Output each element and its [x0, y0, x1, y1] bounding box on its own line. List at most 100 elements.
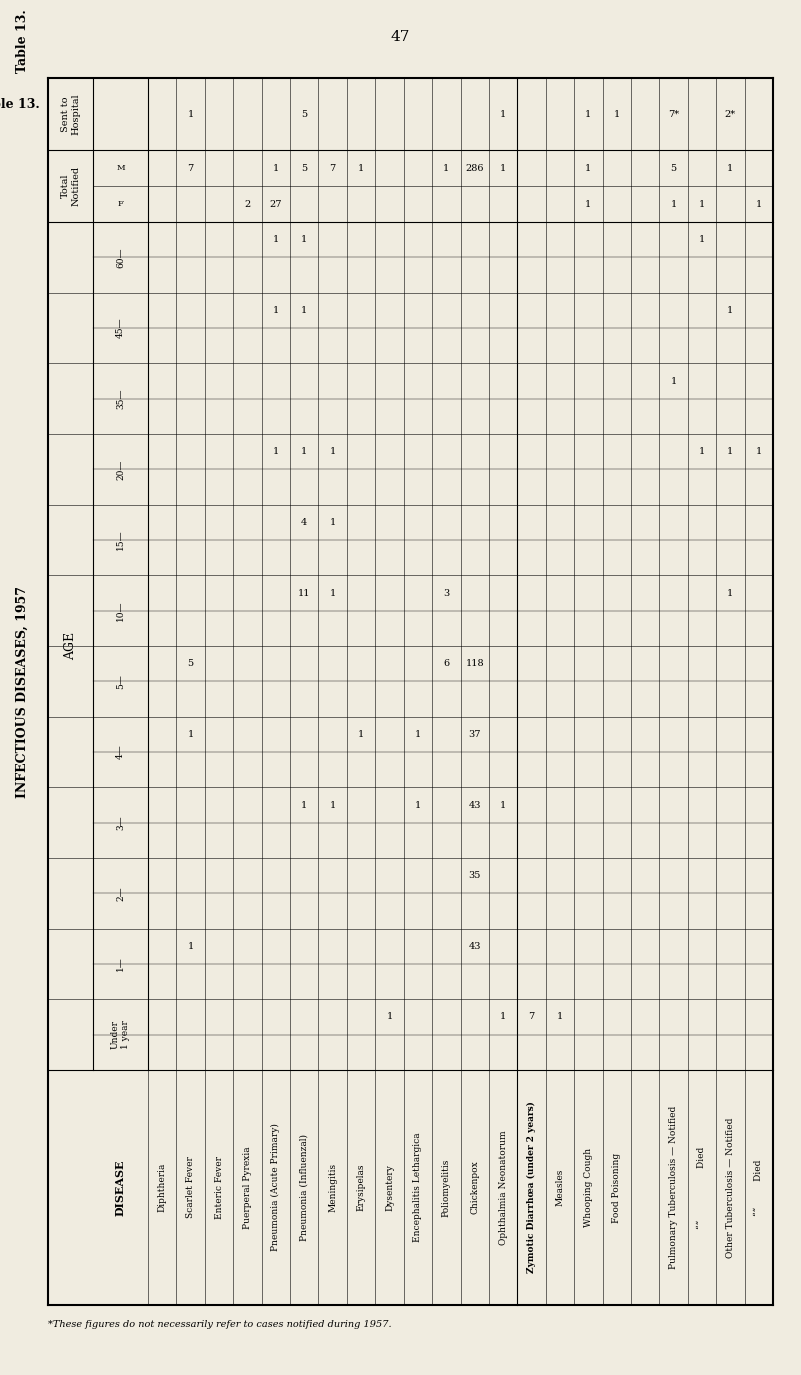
- Text: 1: 1: [329, 800, 336, 810]
- Text: 1: 1: [586, 164, 591, 172]
- Text: Diphtheria: Diphtheria: [158, 1163, 167, 1213]
- Text: Under
1 year: Under 1 year: [111, 1020, 131, 1049]
- Text: 43: 43: [469, 942, 481, 952]
- Text: 5: 5: [187, 659, 194, 668]
- Text: 1: 1: [272, 305, 279, 315]
- Text: 1: 1: [500, 110, 506, 118]
- Text: 1: 1: [586, 110, 591, 118]
- Text: 286: 286: [465, 164, 484, 172]
- Text: Ophthalmia Neonatorum: Ophthalmia Neonatorum: [498, 1130, 508, 1244]
- Text: Food Poisoning: Food Poisoning: [612, 1152, 622, 1222]
- Text: Sent to
Hospital: Sent to Hospital: [61, 94, 80, 135]
- Text: 20—: 20—: [116, 459, 125, 480]
- Text: 1: 1: [301, 800, 308, 810]
- Text: ““         Died: ““ Died: [755, 1159, 763, 1216]
- Text: Poliomyelitis: Poliomyelitis: [442, 1158, 451, 1217]
- Text: 1: 1: [187, 942, 194, 952]
- Text: 1: 1: [301, 235, 308, 245]
- Text: 1: 1: [670, 199, 677, 209]
- Text: 45—: 45—: [116, 318, 125, 338]
- Text: 1: 1: [586, 199, 591, 209]
- Text: 1: 1: [358, 164, 364, 172]
- Text: Dysentery: Dysentery: [385, 1165, 394, 1211]
- Text: 5: 5: [670, 164, 677, 172]
- Text: F: F: [118, 199, 123, 208]
- Text: 27: 27: [270, 199, 282, 209]
- Text: 2—: 2—: [116, 886, 125, 901]
- Text: 1: 1: [698, 235, 705, 245]
- Text: 1: 1: [557, 1012, 563, 1022]
- Text: 1: 1: [272, 164, 279, 172]
- Text: 1: 1: [698, 447, 705, 456]
- Text: 37: 37: [469, 730, 481, 738]
- Text: 1: 1: [386, 1012, 392, 1022]
- Text: DISEASE: DISEASE: [115, 1159, 126, 1216]
- Text: 7: 7: [529, 1012, 534, 1022]
- Text: Table 13.: Table 13.: [15, 10, 29, 73]
- Text: 4—: 4—: [116, 745, 125, 759]
- Text: 1: 1: [727, 588, 734, 598]
- Text: 1: 1: [329, 588, 336, 598]
- Text: Scarlet Fever: Scarlet Fever: [186, 1156, 195, 1218]
- Text: 3: 3: [443, 588, 449, 598]
- Text: 10—: 10—: [116, 601, 125, 622]
- Text: Puerperal Pyrexia: Puerperal Pyrexia: [243, 1147, 252, 1229]
- Text: Total
Notified: Total Notified: [61, 166, 80, 206]
- Text: Pulmonary Tuberculosis — Notified: Pulmonary Tuberculosis — Notified: [669, 1106, 678, 1269]
- Text: 1: 1: [755, 447, 762, 456]
- Text: 1: 1: [500, 800, 506, 810]
- Text: 1: 1: [500, 1012, 506, 1022]
- Text: *These figures do not necessarily refer to cases notified during 1957.: *These figures do not necessarily refer …: [48, 1320, 392, 1330]
- Text: 1: 1: [301, 305, 308, 315]
- Text: Table 13.: Table 13.: [0, 98, 40, 111]
- Text: 1: 1: [358, 730, 364, 738]
- Text: AGE: AGE: [64, 632, 77, 660]
- Text: 1: 1: [415, 800, 421, 810]
- Text: 3—: 3—: [116, 815, 125, 830]
- Text: 1: 1: [727, 305, 734, 315]
- Text: Chickenpox: Chickenpox: [470, 1160, 479, 1214]
- Text: 11: 11: [298, 588, 311, 598]
- Text: Measles: Measles: [555, 1169, 565, 1206]
- Text: 1: 1: [727, 164, 734, 172]
- Text: Pneumonia (Influenzal): Pneumonia (Influenzal): [300, 1134, 308, 1242]
- Text: 1: 1: [500, 164, 506, 172]
- Text: 118: 118: [465, 659, 484, 668]
- Text: ““                  Died: ““ Died: [698, 1147, 706, 1229]
- Text: 35—: 35—: [116, 388, 125, 408]
- Text: 2*: 2*: [725, 110, 736, 118]
- Text: 1: 1: [614, 110, 620, 118]
- Text: Enteric Fever: Enteric Fever: [215, 1156, 223, 1220]
- Text: 1: 1: [272, 235, 279, 245]
- Text: INFECTIOUS DISEASES, 1957: INFECTIOUS DISEASES, 1957: [15, 586, 29, 798]
- Text: 47: 47: [390, 30, 409, 44]
- Text: 5: 5: [301, 164, 308, 172]
- Text: 6: 6: [443, 659, 449, 668]
- Text: 1: 1: [415, 730, 421, 738]
- Text: 1: 1: [329, 518, 336, 527]
- Text: 5—: 5—: [116, 674, 125, 689]
- Text: 1: 1: [698, 199, 705, 209]
- Text: 7*: 7*: [668, 110, 679, 118]
- Text: M: M: [116, 164, 125, 172]
- Text: 60—: 60—: [116, 248, 125, 268]
- Text: Whooping Cough: Whooping Cough: [584, 1148, 593, 1226]
- Text: Pneumonia (Acute Primary): Pneumonia (Acute Primary): [272, 1123, 280, 1251]
- Text: 35: 35: [469, 872, 481, 880]
- Text: 1: 1: [443, 164, 449, 172]
- Text: 7: 7: [187, 164, 194, 172]
- Text: Zymotic Diarrhœa (under 2 years): Zymotic Diarrhœa (under 2 years): [527, 1101, 536, 1273]
- Text: 1: 1: [670, 377, 677, 385]
- Text: 1: 1: [329, 447, 336, 456]
- Text: 2: 2: [244, 199, 251, 209]
- Text: 1: 1: [755, 199, 762, 209]
- Text: Erysipelas: Erysipelas: [356, 1163, 365, 1211]
- Text: Other Tuberculosis — Notified: Other Tuberculosis — Notified: [726, 1118, 735, 1258]
- Text: 1: 1: [727, 447, 734, 456]
- Text: 43: 43: [469, 800, 481, 810]
- Text: Meningitis: Meningitis: [328, 1163, 337, 1213]
- Text: 1: 1: [187, 110, 194, 118]
- Text: 7: 7: [329, 164, 336, 172]
- Text: 1: 1: [272, 447, 279, 456]
- Text: 5: 5: [301, 110, 308, 118]
